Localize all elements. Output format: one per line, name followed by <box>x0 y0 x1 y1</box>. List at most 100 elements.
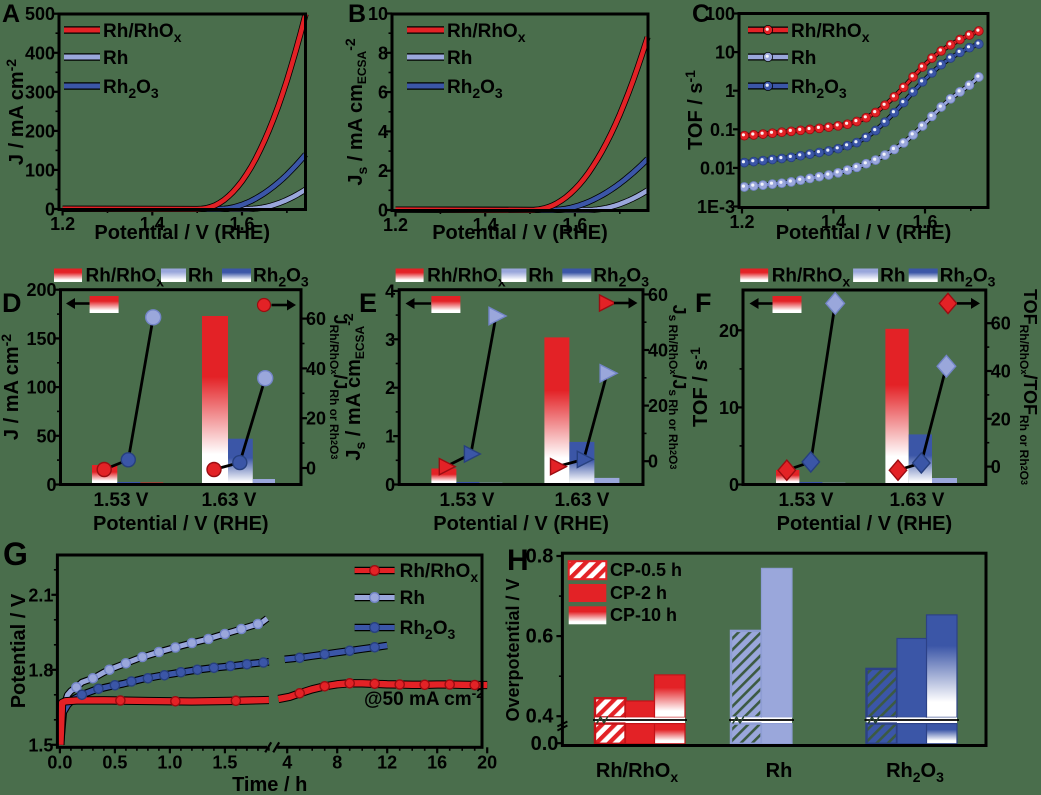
svg-text:Potential / V (RHE): Potential / V (RHE) <box>776 222 952 244</box>
svg-text:Potential / V (RHE): Potential / V (RHE) <box>433 513 609 535</box>
svg-text:Potential / V: Potential / V <box>8 593 30 708</box>
svg-text:Rh/RhOx​: Rh/RhOx​ <box>447 21 526 45</box>
svg-text:Rh: Rh <box>791 48 816 69</box>
svg-text:TOF / s-1​: TOF / s-1​ <box>682 70 707 150</box>
svg-text:1.5: 1.5 <box>28 735 53 755</box>
svg-text:Rh: Rh <box>400 588 425 609</box>
svg-text:Rh/RhOx​: Rh/RhOx​ <box>86 266 165 290</box>
svg-text:1.4: 1.4 <box>140 214 165 234</box>
svg-text:4: 4 <box>282 752 292 772</box>
svg-text:0.0: 0.0 <box>47 752 72 772</box>
svg-text:100: 100 <box>705 4 735 24</box>
svg-text:1.63 V: 1.63 V <box>890 490 945 511</box>
svg-text:20: 20 <box>306 409 326 429</box>
svg-text:1.6: 1.6 <box>229 214 254 234</box>
svg-text:Rh/RhOx​: Rh/RhOx​ <box>400 561 479 585</box>
svg-text:3: 3 <box>385 330 395 350</box>
svg-text:20: 20 <box>719 321 739 341</box>
svg-text:Rh: Rh <box>188 266 213 287</box>
svg-text:2: 2 <box>385 378 395 398</box>
svg-text:CP-0.5 h: CP-0.5 h <box>610 560 682 580</box>
svg-text:Rh/RhOx​: Rh/RhOx​ <box>427 266 506 290</box>
svg-text:0: 0 <box>45 200 55 220</box>
svg-text:500: 500 <box>25 4 55 24</box>
svg-text:100: 100 <box>26 378 56 398</box>
svg-text:0.4: 0.4 <box>526 706 555 728</box>
svg-text:D: D <box>2 288 22 318</box>
svg-text:Rh: Rh <box>447 48 472 69</box>
svg-text:F: F <box>695 288 712 318</box>
svg-text:10: 10 <box>715 43 735 63</box>
svg-text:0: 0 <box>46 475 56 495</box>
svg-text:40: 40 <box>306 359 326 379</box>
svg-text:0: 0 <box>991 457 1001 477</box>
svg-text:Rh/RhOx​: Rh/RhOx​ <box>596 760 678 785</box>
svg-text:Rh/RhOx​: Rh/RhOx​ <box>791 21 870 45</box>
svg-text:60: 60 <box>306 309 326 329</box>
svg-text:@50 mA cm-2​: @50 mA cm-2​ <box>364 685 484 710</box>
svg-text:Rh: Rh <box>766 760 793 782</box>
svg-text:Js​ / mA cmECSA​-2​: Js​ / mA cmECSA​-2​ <box>340 313 368 461</box>
svg-text:1.53 V: 1.53 V <box>94 490 149 511</box>
svg-text:B: B <box>348 0 366 28</box>
svg-text:0.5: 0.5 <box>102 752 127 772</box>
svg-text:Potential / V (RHE): Potential / V (RHE) <box>94 222 270 244</box>
svg-text:40: 40 <box>648 341 668 361</box>
svg-text:0.8: 0.8 <box>526 546 554 568</box>
svg-text:0: 0 <box>385 475 395 495</box>
svg-text:10: 10 <box>368 4 388 24</box>
svg-text:150: 150 <box>26 329 56 349</box>
svg-text:G: G <box>3 536 28 572</box>
svg-text:Potential / V (RHE): Potential / V (RHE) <box>93 513 269 535</box>
svg-text:200: 200 <box>25 121 55 141</box>
svg-text:Rh: Rh <box>103 48 128 69</box>
svg-text:0.01: 0.01 <box>700 158 735 178</box>
svg-text:A: A <box>2 0 20 28</box>
svg-text:0: 0 <box>648 452 658 472</box>
svg-text:0.6: 0.6 <box>526 626 554 648</box>
svg-text:CP-2 h: CP-2 h <box>610 583 667 603</box>
svg-text:Rh/RhOx​: Rh/RhOx​ <box>103 21 182 45</box>
svg-text:Rh: Rh <box>528 266 553 287</box>
svg-text:0.1: 0.1 <box>710 120 735 140</box>
svg-text:20: 20 <box>648 396 668 416</box>
svg-text:2.1: 2.1 <box>28 585 53 605</box>
svg-text:300: 300 <box>25 82 55 102</box>
svg-text:20: 20 <box>477 752 497 772</box>
svg-text:50: 50 <box>36 426 56 446</box>
svg-text:1.2: 1.2 <box>383 215 408 235</box>
svg-text:8: 8 <box>378 43 388 63</box>
svg-text:1.2: 1.2 <box>50 214 75 234</box>
svg-text:Potential / V (RHE): Potential / V (RHE) <box>432 222 608 244</box>
svg-text:1.4: 1.4 <box>821 212 846 232</box>
svg-text:1.63 V: 1.63 V <box>202 490 257 511</box>
svg-text:H: H <box>507 544 529 577</box>
svg-text:0: 0 <box>729 475 739 495</box>
svg-text:1.53 V: 1.53 V <box>440 490 495 511</box>
svg-text:Time / h: Time / h <box>232 774 307 795</box>
svg-text:1.6: 1.6 <box>912 212 937 232</box>
svg-text:200: 200 <box>26 280 56 300</box>
svg-text:2: 2 <box>378 161 388 181</box>
svg-text:16: 16 <box>427 752 447 772</box>
svg-text:20: 20 <box>991 409 1011 429</box>
svg-text:60: 60 <box>648 285 668 305</box>
svg-text:4: 4 <box>378 122 388 142</box>
svg-text:10: 10 <box>719 398 739 418</box>
svg-text:400: 400 <box>25 43 55 63</box>
svg-text:6: 6 <box>378 83 388 103</box>
svg-text:0: 0 <box>306 459 316 479</box>
svg-text:1.6: 1.6 <box>562 215 587 235</box>
svg-text:1.8: 1.8 <box>28 660 53 680</box>
svg-text:CP-10 h: CP-10 h <box>610 605 677 625</box>
svg-text:100: 100 <box>25 160 55 180</box>
svg-text:Rh: Rh <box>880 266 905 287</box>
svg-text:1.53 V: 1.53 V <box>779 490 834 511</box>
svg-text:0: 0 <box>378 201 388 221</box>
svg-text:60: 60 <box>991 314 1011 334</box>
svg-text:40: 40 <box>991 362 1011 382</box>
svg-text:J / mA cm-2​: J / mA cm-2​ <box>0 334 23 440</box>
svg-text:TOF / s-1​: TOF / s-1​ <box>687 347 712 427</box>
svg-text:1E-3: 1E-3 <box>697 197 735 217</box>
svg-text:Overpotential / V: Overpotential / V <box>503 578 523 721</box>
